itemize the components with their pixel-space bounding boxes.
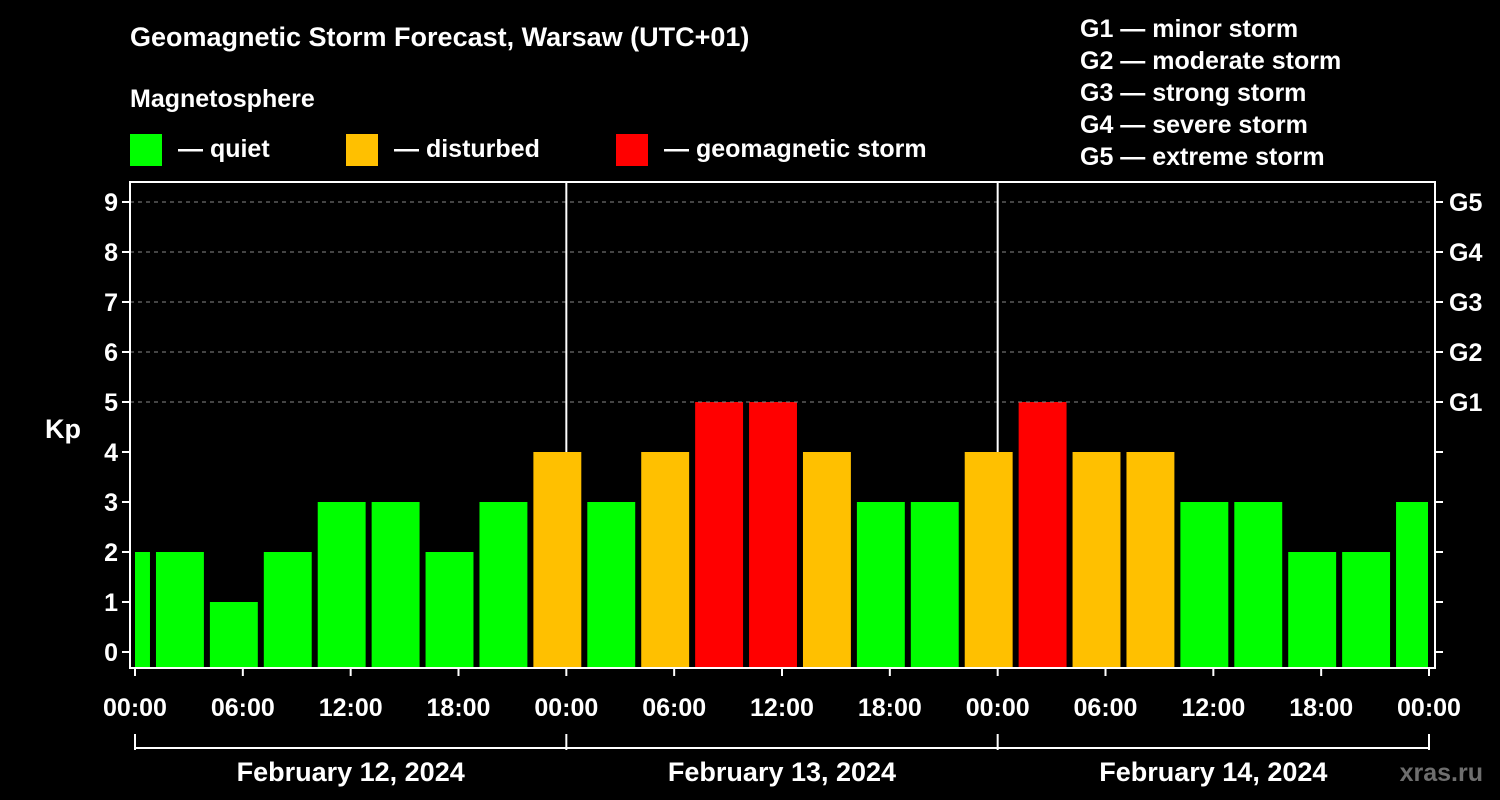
kp-bar <box>155 552 204 668</box>
g-scale-g5: G5 — extreme storm <box>1080 143 1325 171</box>
y-tick-label: 4 <box>104 439 118 467</box>
legend-label-disturbed: — disturbed <box>394 135 540 163</box>
day-label: February 13, 2024 <box>668 757 896 787</box>
legend-swatch-disturbed <box>346 134 378 166</box>
g-scale-g2: G2 — moderate storm <box>1080 47 1342 75</box>
legend-title: Magnetosphere <box>130 85 315 113</box>
g-tick-label: G2 <box>1449 339 1482 367</box>
x-tick-label: 06:00 <box>211 694 275 722</box>
x-tick-label: 06:00 <box>642 694 706 722</box>
legend-label-storm: — geomagnetic storm <box>664 135 927 163</box>
x-tick-label: 06:00 <box>1074 694 1138 722</box>
kp-bar <box>695 402 744 668</box>
x-tick-label: 12:00 <box>1181 694 1245 722</box>
g-scale-g4: G4 — severe storm <box>1080 111 1308 139</box>
g-tick-label: G5 <box>1449 189 1482 217</box>
x-tick-label: 00:00 <box>1397 694 1461 722</box>
y-tick-label: 3 <box>104 489 118 517</box>
kp-bar <box>209 602 258 668</box>
x-tick-label: 18:00 <box>858 694 922 722</box>
kp-bar <box>1396 502 1428 668</box>
kp-bar <box>263 552 312 668</box>
x-tick-label: 18:00 <box>1289 694 1353 722</box>
g-tick-label: G1 <box>1449 389 1482 417</box>
y-tick-label: 5 <box>104 389 118 417</box>
x-tick-label: 12:00 <box>750 694 814 722</box>
kp-bar <box>856 502 905 668</box>
chart-title: Geomagnetic Storm Forecast, Warsaw (UTC+… <box>130 22 750 52</box>
kp-bar <box>479 502 528 668</box>
kp-bar <box>317 502 366 668</box>
kp-bar <box>641 452 690 668</box>
kp-bar <box>1072 452 1121 668</box>
kp-bar <box>964 452 1013 668</box>
y-tick-label: 2 <box>104 539 118 567</box>
kp-bar <box>1180 502 1229 668</box>
kp-bar <box>135 552 150 668</box>
kp-bar <box>802 452 851 668</box>
legend-label-quiet: — quiet <box>178 135 270 163</box>
kp-bar <box>533 452 582 668</box>
kp-bar <box>371 502 420 668</box>
day-label: February 12, 2024 <box>237 757 465 787</box>
y-axis-label: Kp <box>45 414 81 444</box>
g-tick-label: G4 <box>1449 239 1482 267</box>
kp-bar <box>1234 502 1283 668</box>
g-tick-label: G3 <box>1449 289 1482 317</box>
kp-bar <box>425 552 474 668</box>
x-tick-label: 18:00 <box>427 694 491 722</box>
y-tick-label: 0 <box>104 639 118 667</box>
x-tick-label: 12:00 <box>319 694 383 722</box>
kp-bar <box>910 502 959 668</box>
y-tick-label: 9 <box>104 189 118 217</box>
day-label: February 14, 2024 <box>1099 757 1327 787</box>
kp-bar <box>587 502 636 668</box>
y-tick-label: 8 <box>104 239 118 267</box>
g-scale-g3: G3 — strong storm <box>1080 79 1307 107</box>
y-tick-label: 7 <box>104 289 118 317</box>
watermark: xras.ru <box>1400 759 1483 787</box>
kp-bar <box>1018 402 1067 668</box>
y-tick-label: 1 <box>104 589 118 617</box>
kp-bar <box>1288 552 1337 668</box>
kp-bar <box>1342 552 1391 668</box>
legend-swatch-storm <box>616 134 648 166</box>
x-tick-label: 00:00 <box>534 694 598 722</box>
x-tick-label: 00:00 <box>103 694 167 722</box>
kp-bar <box>1126 452 1175 668</box>
legend-swatch-quiet <box>130 134 162 166</box>
x-tick-label: 00:00 <box>966 694 1030 722</box>
kp-bar <box>749 402 797 668</box>
g-scale-g1: G1 — minor storm <box>1080 15 1299 43</box>
y-tick-label: 6 <box>104 339 118 367</box>
